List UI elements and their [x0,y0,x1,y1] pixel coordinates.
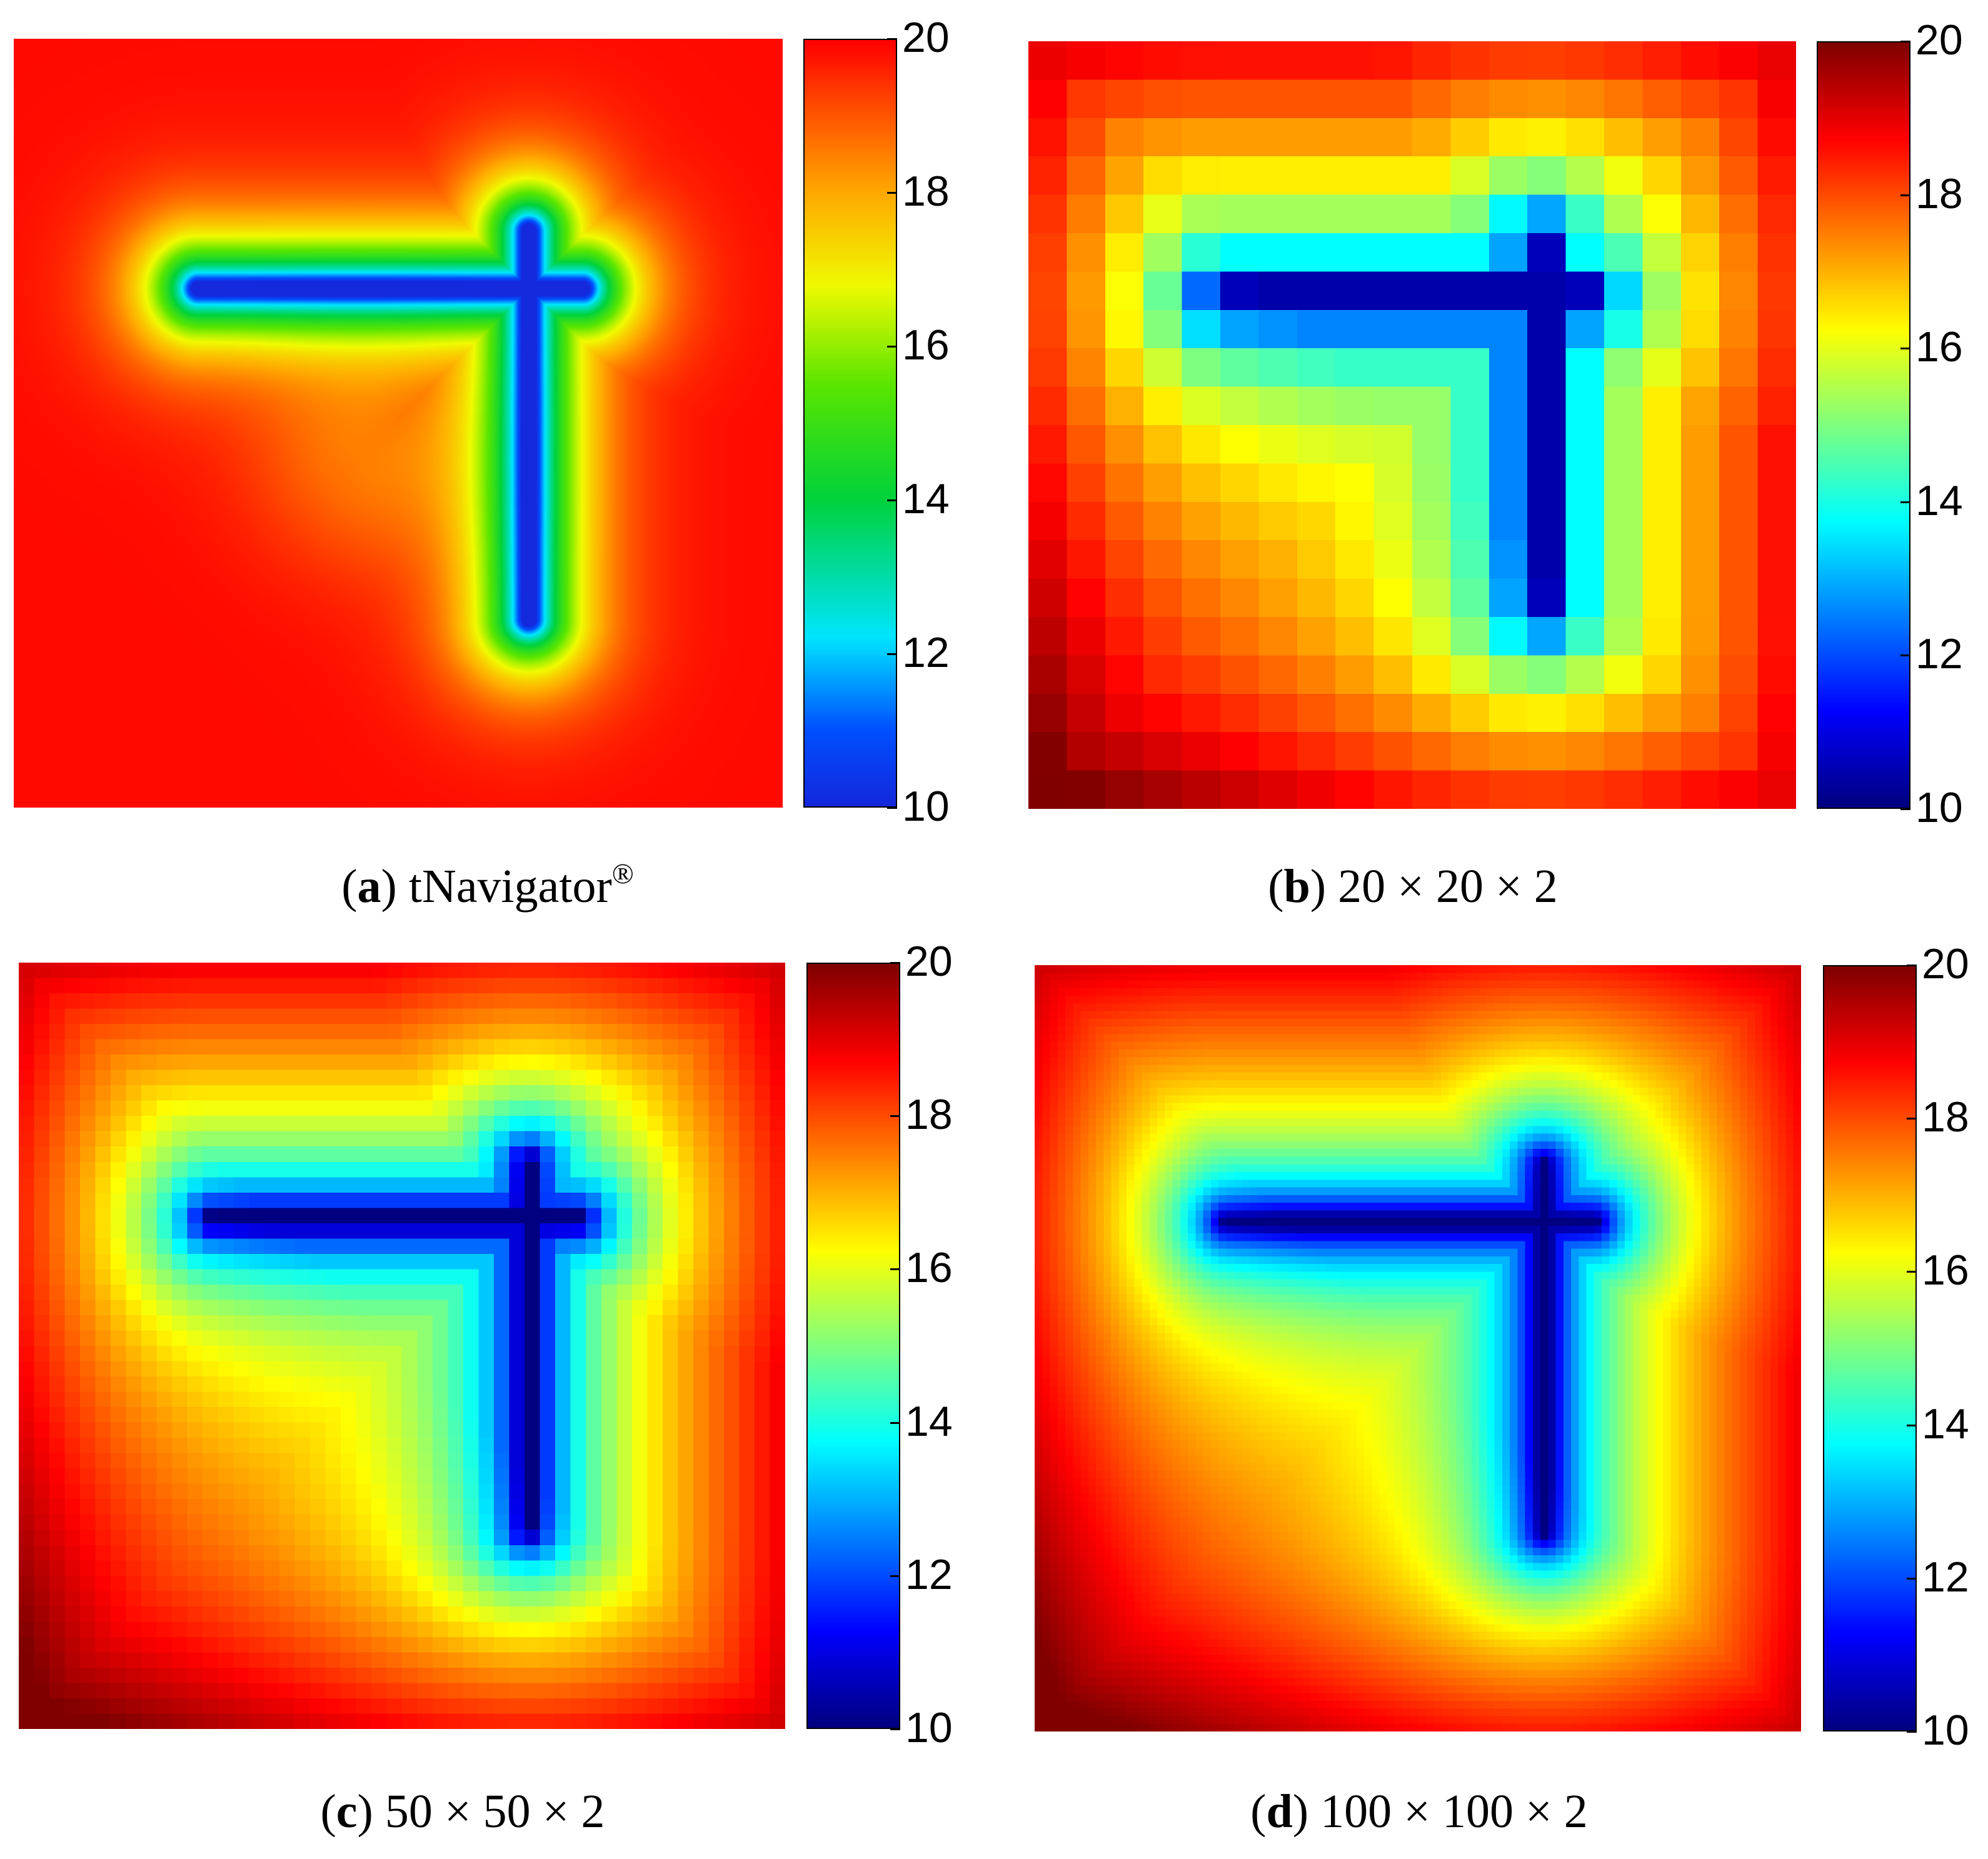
colorbar-tick-label: 20 [1915,16,1963,64]
colorbar-tick [890,1268,900,1271]
caption-letter-b: b [1283,860,1310,913]
heatmap-b [1028,41,1796,809]
colorbar-tick [887,192,897,194]
heatmap-a [14,39,783,808]
colorbar-tick-label: 18 [1922,1093,1969,1141]
caption-b: (b) 20 × 20 × 2 [1268,860,1558,913]
colorbar-tick [890,1575,900,1577]
colorbar-tick-label: 10 [905,1704,953,1751]
colorbar-tick [1907,1424,1917,1426]
colorbar-tick [890,1728,900,1730]
colorbar-tick [1900,194,1910,196]
heatmap-c [19,963,785,1729]
colorbar-tick-label: 14 [902,475,950,523]
colorbar-tick-label: 16 [905,1244,953,1292]
colorbar-tick-label: 12 [1922,1553,1969,1601]
colorbar-tick-label: 14 [1915,476,1963,524]
colorbar-tick [887,499,897,501]
colorbar-tick-label: 14 [1922,1400,1969,1448]
colorbar-tick [887,807,897,809]
heatmap-d [1035,965,1801,1731]
colorbar-tick [890,1421,900,1424]
colorbar-tick-label: 14 [905,1397,953,1445]
colorbar-tick-label: 18 [1915,169,1963,218]
colorbar-tick-label: 20 [905,938,953,985]
colorbar-c [806,963,900,1729]
colorbar-tick-label: 18 [902,168,950,215]
colorbar-tick [1907,1577,1917,1580]
caption-letter-c: c [336,1785,358,1838]
colorbar-tick [1900,654,1910,657]
colorbar-tick-label: 16 [1922,1246,1969,1295]
caption-c: (c) 50 × 50 × 2 [320,1785,605,1838]
caption-letter-d: d [1266,1785,1293,1838]
colorbar-tick-label: 20 [902,14,950,61]
colorbar-tick-label: 10 [1915,784,1963,831]
colorbar-tick [1900,808,1910,810]
colorbar-tick [1900,348,1910,350]
caption-letter-a: a [357,860,381,913]
colorbar-b [1817,41,1910,809]
colorbar-tick [887,38,897,40]
caption-text-c: 50 × 50 × 2 [384,1785,605,1838]
colorbar-tick-label: 20 [1922,940,1969,988]
colorbar-tick [1900,501,1910,503]
caption-d: (d) 100 × 100 × 2 [1250,1785,1588,1838]
colorbar-tick-label: 12 [1915,630,1963,678]
caption-text-b: 20 × 20 × 2 [1338,860,1558,913]
colorbar-tick [890,1115,900,1118]
colorbar-tick [887,346,897,348]
colorbar-tick-label: 12 [902,629,950,676]
colorbar-tick-label: 16 [1915,323,1963,371]
colorbar-tick-label: 10 [1922,1706,1969,1754]
colorbar-a [803,39,897,808]
colorbar-tick-label: 16 [902,321,950,369]
colorbar-tick [1907,1118,1917,1120]
colorbar-tick-label: 10 [902,783,950,830]
caption-text-d: 100 × 100 × 2 [1320,1785,1588,1838]
caption-a: (a) tNavigator® [341,858,634,913]
colorbar-tick [887,653,897,655]
colorbar-tick [890,962,900,964]
registered-mark: ® [611,858,634,889]
colorbar-tick-label: 18 [905,1091,953,1139]
colorbar-tick [1907,965,1917,966]
colorbar-tick [1907,1731,1917,1733]
colorbar-tick [1900,41,1910,43]
caption-text-a: tNavigator [408,860,612,913]
colorbar-tick [1907,1271,1917,1273]
colorbar-d [1823,965,1917,1731]
colorbar-tick-label: 12 [905,1550,953,1598]
